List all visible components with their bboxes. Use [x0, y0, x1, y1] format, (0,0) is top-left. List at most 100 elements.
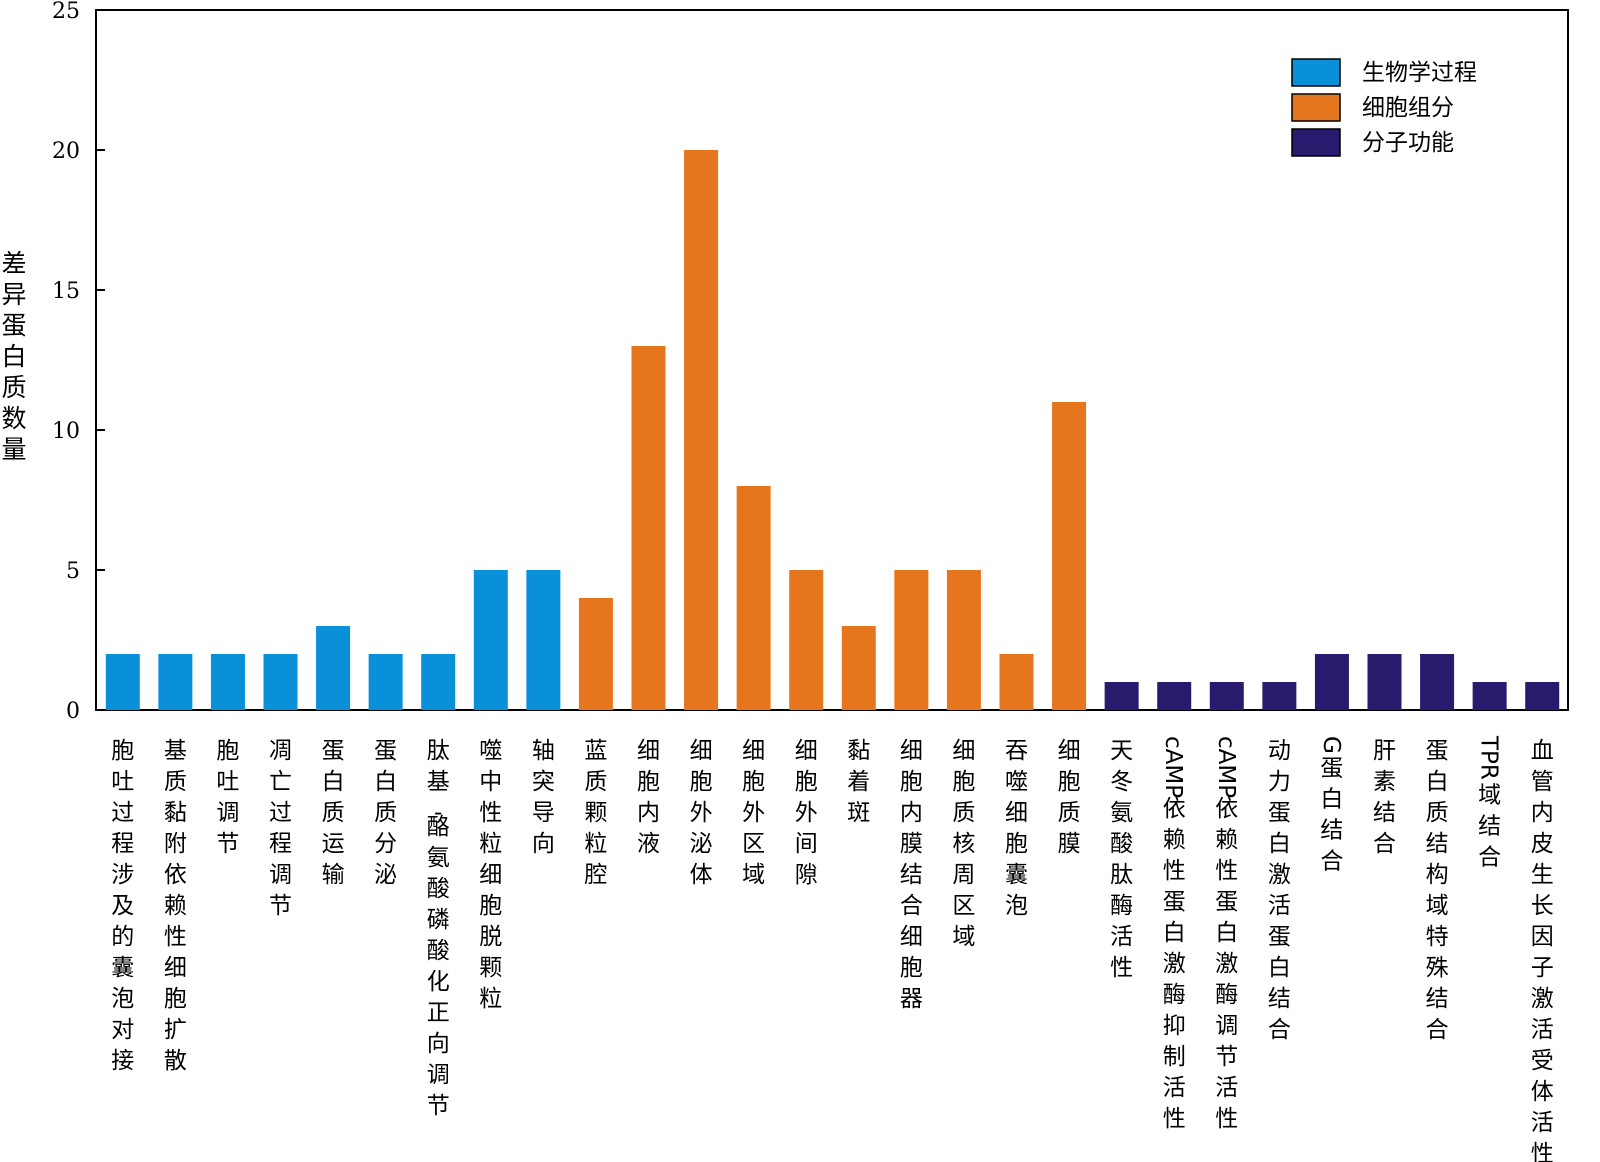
x-category-label-part: 胞: [1005, 831, 1028, 857]
x-category-label-part: 液: [637, 831, 660, 857]
x-category-label-part: 氨: [427, 845, 450, 871]
bar: [1525, 682, 1560, 710]
x-category-label-part: 性: [1163, 1106, 1186, 1132]
x-category-label-part: 核: [952, 831, 975, 857]
y-axis-ticks: 0 5 10 15 20 25: [52, 0, 105, 724]
plot-area: [95, 9, 1569, 711]
x-category-label-part: 激: [1531, 986, 1554, 1012]
x-category-label-part: 肽: [427, 738, 450, 764]
x-category-label-part: 外: [795, 800, 818, 826]
x-category-label-part: 泡: [1005, 893, 1028, 919]
x-category-label-part: 活: [1531, 1017, 1554, 1043]
x-category-label-part: 胞: [900, 769, 923, 795]
x-category-label-part: 散: [164, 1048, 187, 1074]
x-category-label-part: 胞: [164, 986, 187, 1012]
x-category-label-part: 动: [1268, 738, 1291, 764]
x-category-label-part: 制: [1163, 1044, 1186, 1070]
x-category-label-part: 黏: [164, 800, 187, 826]
y-axis-label-char: 质: [1, 373, 26, 402]
x-category-label-part: 结: [1478, 814, 1501, 840]
x-category-label-part: 白: [1163, 920, 1186, 946]
x-category-label-part: 细: [795, 738, 818, 764]
x-category-label-part: 接: [111, 1048, 134, 1074]
x-category-label-part: 囊: [111, 955, 134, 981]
x-category-label-part: 白: [1268, 831, 1291, 857]
x-category-label-part: 调: [1215, 1013, 1238, 1039]
x-category-label-part: 长: [1531, 893, 1554, 919]
y-axis-label-char: 数: [1, 404, 26, 433]
x-category-label-part: 结: [1426, 986, 1449, 1012]
x-category-label-part: 白: [322, 769, 345, 795]
bar: [1052, 402, 1087, 710]
x-category-label-part: 性: [1531, 1141, 1554, 1162]
x-category-label-part: 合: [1373, 831, 1396, 857]
x-category-label-part: 特: [1426, 924, 1449, 950]
bar: [894, 570, 929, 710]
x-category-label-part: 对: [111, 1017, 134, 1043]
bar: [105, 654, 140, 710]
x-category-label-part: G: [1318, 736, 1344, 754]
x-category-label-part: 细: [900, 738, 923, 764]
x-category-label-part: 节: [427, 1093, 450, 1119]
x-category-label-part: 粒: [479, 831, 502, 857]
x-category-label-part: 冬: [1110, 769, 1133, 795]
x-category-label-part: 素: [1373, 769, 1396, 795]
x-category-label-part: 酶: [1110, 893, 1133, 919]
x-category-label-part: 因: [1531, 924, 1554, 950]
x-category-label-part: 噬: [479, 738, 502, 764]
y-axis-label-char: 异: [1, 280, 26, 309]
x-category-label-part: 蛋: [1320, 756, 1343, 782]
x-category-label-part: 胞: [111, 738, 134, 764]
x-category-label-part: 质: [584, 769, 607, 795]
x-category-label-part: 细: [742, 738, 765, 764]
x-category-label-part: 胞: [637, 769, 660, 795]
x-category-label-part: 受: [1531, 1048, 1554, 1074]
x-category-label-part: 依: [164, 862, 187, 888]
x-category-label-part: 间: [795, 831, 818, 857]
x-category-label-part: 合: [1478, 845, 1501, 871]
x-category-label-part: 蛋: [1426, 738, 1449, 764]
x-category-label-part: 基: [164, 738, 187, 764]
x-category-label-part: 泌: [690, 831, 713, 857]
x-category-label-part: 周: [952, 862, 975, 888]
x-category-label-part: 域: [1478, 783, 1501, 809]
x-category-label-part: 调: [269, 862, 292, 888]
x-category-label-part: 轴: [532, 738, 555, 764]
x-category-label-part: 氨: [1110, 800, 1133, 826]
x-category-label-part: 泡: [111, 986, 134, 1012]
x-category-label-part: 赖: [1163, 827, 1186, 853]
x-category-label-part: TPR: [1476, 735, 1502, 780]
x-category-label-part: 结: [1426, 831, 1449, 857]
y-tick-label: 0: [66, 699, 80, 724]
x-category-label-part: 活: [1215, 1075, 1238, 1101]
x-category-label-part: 合: [1426, 1017, 1449, 1043]
x-category-label-part: 活: [1110, 924, 1133, 950]
bar: [1420, 654, 1455, 710]
x-category-label-part: 白: [1268, 955, 1291, 981]
x-category-label-part: 细: [900, 924, 923, 950]
x-category-label-part: 细: [1005, 800, 1028, 826]
x-category-label-part: 脱: [479, 924, 502, 950]
x-category-label-part: 质: [164, 769, 187, 795]
x-category-label-part: cAMP: [1160, 736, 1186, 798]
x-category-label-part: 胞: [690, 769, 713, 795]
x-category-label-part: 激: [1268, 862, 1291, 888]
x-category-label-part: 导: [532, 800, 555, 826]
x-category-label-part: 性: [164, 924, 187, 950]
x-category-label-part: 性: [1110, 955, 1133, 981]
x-category-label-part: 皮: [1531, 831, 1554, 857]
x-category-label-part: 肽: [1110, 862, 1133, 888]
x-category-label-part: 白: [374, 769, 397, 795]
x-category-label-part: 合: [1268, 1017, 1291, 1043]
x-category-label-part: 分: [374, 831, 397, 857]
x-category-label-part: 向: [532, 831, 555, 857]
